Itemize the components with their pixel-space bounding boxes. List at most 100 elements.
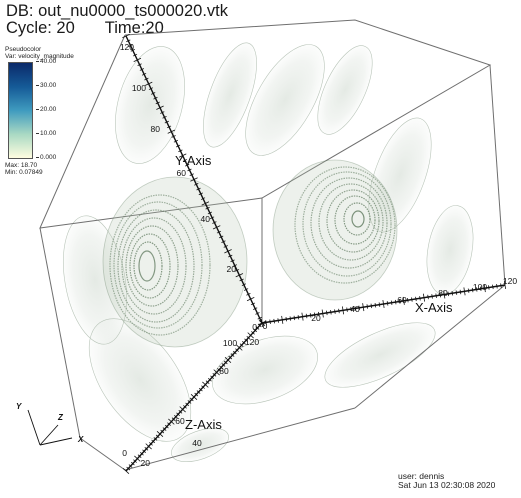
axis-tick bbox=[321, 309, 324, 318]
axis-tick bbox=[167, 422, 171, 426]
axis-tick bbox=[407, 297, 409, 303]
axis-tick bbox=[171, 417, 176, 421]
x-tick-label: 100 bbox=[473, 282, 487, 292]
axis-tick bbox=[239, 343, 244, 347]
axis-tick bbox=[273, 318, 275, 324]
axis-tick bbox=[196, 187, 201, 191]
axis-tick bbox=[422, 293, 426, 302]
legend-color-bar bbox=[8, 62, 33, 159]
y-tick-label: 60 bbox=[177, 168, 187, 178]
axis-tick bbox=[196, 390, 201, 394]
y-axis-title: Y-Axis bbox=[175, 153, 212, 168]
axis-tick bbox=[162, 116, 167, 119]
axis-tick bbox=[258, 319, 266, 327]
axis-tick bbox=[496, 284, 498, 289]
axis-tick bbox=[153, 437, 158, 441]
z-tick-label: 0 bbox=[122, 448, 127, 458]
axis-tick bbox=[144, 77, 149, 81]
axis-tick bbox=[459, 289, 462, 295]
axis-tick bbox=[198, 192, 203, 196]
axis-tick bbox=[439, 292, 441, 298]
axis-tick bbox=[122, 33, 130, 39]
axis-tick bbox=[253, 328, 258, 333]
axis-tick bbox=[155, 434, 160, 439]
axis-tick bbox=[251, 331, 255, 335]
axis-tick bbox=[313, 312, 316, 318]
axis-tick bbox=[128, 464, 133, 468]
axis-tick bbox=[166, 125, 172, 129]
axis-tick bbox=[415, 296, 417, 302]
axis-tick bbox=[341, 306, 345, 315]
axis-tick bbox=[178, 149, 183, 153]
triad-z-label: Z bbox=[57, 413, 64, 422]
axis-tick bbox=[382, 299, 385, 309]
axis-tick bbox=[155, 101, 160, 105]
axis-tick bbox=[151, 92, 156, 95]
axis-tick bbox=[500, 283, 502, 288]
axis-tick bbox=[358, 305, 360, 311]
axis-tick bbox=[207, 211, 213, 215]
axis-tick bbox=[137, 63, 142, 67]
user-label: user: dennis bbox=[398, 471, 445, 481]
axis-tick bbox=[173, 139, 179, 143]
axis-tick bbox=[162, 427, 167, 431]
axis-tick bbox=[151, 439, 156, 444]
legend-plot-type: Pseudocolor bbox=[5, 46, 42, 53]
axis-tick bbox=[183, 405, 187, 409]
axis-tick bbox=[253, 307, 258, 310]
z-tick-label: 20 bbox=[141, 458, 151, 468]
axis-tick bbox=[277, 318, 279, 323]
y-axis-minor-ticks bbox=[122, 33, 266, 326]
axis-tick bbox=[366, 304, 369, 309]
axis-tick bbox=[178, 410, 183, 414]
x-tick-label: 20 bbox=[311, 313, 321, 323]
axis-tick bbox=[305, 313, 308, 319]
axis-tick bbox=[398, 299, 401, 304]
axis-tick bbox=[257, 316, 262, 320]
orientation-triad: Y Z X bbox=[16, 402, 84, 446]
axis-tick bbox=[236, 344, 243, 351]
axis-tick bbox=[194, 182, 199, 186]
axis-tick bbox=[212, 225, 221, 230]
time-label: Time:20 bbox=[104, 19, 164, 37]
axis-tick bbox=[443, 290, 446, 299]
axis-tick bbox=[201, 385, 205, 389]
axis-tick bbox=[217, 368, 221, 372]
legend-variable: Var: velocity_magnitude bbox=[5, 53, 74, 60]
axis-tick bbox=[167, 129, 176, 134]
y-tick-label: 80 bbox=[151, 124, 161, 134]
axis-tick bbox=[133, 57, 142, 62]
y-tick-label: 0 bbox=[252, 322, 257, 332]
axis-tick bbox=[139, 68, 145, 71]
axis-tick bbox=[185, 163, 190, 167]
axis-tick bbox=[175, 144, 181, 148]
axis-tick bbox=[228, 254, 233, 258]
z-tick-label: 80 bbox=[219, 366, 229, 376]
axis-tick bbox=[269, 319, 271, 324]
z-tick-label: 60 bbox=[175, 416, 185, 426]
axis-tick bbox=[246, 336, 251, 340]
axis-tick bbox=[467, 288, 470, 293]
axis-tick bbox=[141, 72, 147, 76]
axis-tick bbox=[160, 111, 165, 114]
axis-tick bbox=[178, 153, 187, 158]
axis-tick bbox=[257, 323, 262, 328]
axis-tick bbox=[235, 273, 244, 278]
axis-tick bbox=[144, 81, 153, 86]
triad-y-label: Y bbox=[16, 402, 22, 411]
axis-tick bbox=[235, 348, 239, 352]
x-axis-title: X-Axis bbox=[415, 300, 453, 315]
axis-tick bbox=[156, 105, 164, 110]
axis-tick bbox=[189, 173, 194, 177]
x-tick-label: 40 bbox=[350, 304, 360, 314]
axis-tick bbox=[200, 197, 206, 200]
axis-tick bbox=[475, 287, 478, 292]
axis-tick bbox=[503, 280, 507, 290]
axis-tick bbox=[402, 296, 405, 305]
z-tick-label: 120 bbox=[245, 337, 259, 347]
axis-tick bbox=[370, 303, 373, 309]
axis-tick bbox=[247, 332, 254, 339]
axis-tick bbox=[411, 297, 413, 302]
axis-tick bbox=[281, 315, 284, 324]
